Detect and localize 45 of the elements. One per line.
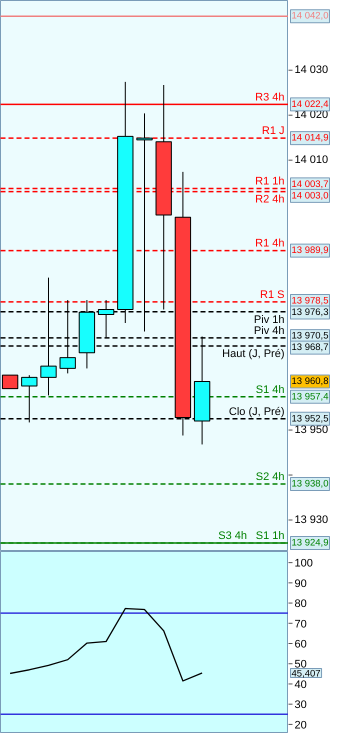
y2-tick-label: 14 003,7 xyxy=(292,178,328,190)
ref-line-label: S1 4h xyxy=(256,384,285,396)
y2-tick-label: 13 978,5 xyxy=(292,296,328,307)
y2-tick-label: 13 938,0 xyxy=(292,478,328,490)
y-tick-label: 100 xyxy=(294,558,313,570)
y-tick-label: 40 xyxy=(294,678,307,691)
y2-tick-label: 14 014,9 xyxy=(292,132,328,144)
y2-tick-label: 13 989,9 xyxy=(292,245,328,256)
ref-line-label: S1 1h xyxy=(256,530,285,542)
y-tick-label: 14 030 xyxy=(294,64,328,76)
y2-tick-label: 13 970,5 xyxy=(292,330,328,342)
ref-line-label: Haut (J, Pré) xyxy=(222,348,285,360)
y2-tick-label: 14 003,0 xyxy=(292,190,328,202)
ref-line-label: Clo (J, Pré) xyxy=(228,406,285,418)
ref-line-label: Piv 1h xyxy=(254,314,285,326)
text: 45,407 xyxy=(292,668,321,680)
ref-line-label: R1 1h xyxy=(255,176,285,188)
ref-line-label: S3 4h xyxy=(218,530,248,542)
y-tick-label: 90 xyxy=(294,578,307,590)
y-tick-label: 13 950 xyxy=(294,424,328,436)
line-series xyxy=(9,608,203,682)
ref-line-label: R1 J xyxy=(262,125,285,138)
y2-tick-label: 13 976,3 xyxy=(292,307,328,318)
y2-tick-label: 14 042,0 xyxy=(292,10,328,22)
y2-tick-label: 13 924,9 xyxy=(292,537,328,548)
ref-line-label: R2 4h xyxy=(255,194,285,206)
y-tick-label: 80 xyxy=(294,598,307,610)
y2-tick-label: 14 022,4 xyxy=(292,98,328,110)
ref-line-label: R1 S xyxy=(260,288,285,301)
y-tick-label: 13 930 xyxy=(294,514,328,526)
y2-tick-label: 13 957,4 xyxy=(292,391,328,402)
ref-line-label: S2 4h xyxy=(256,471,285,484)
y2-tick-label: 13 960,8 xyxy=(292,376,328,387)
y-tick-label: 50 xyxy=(294,658,307,671)
candlestick xyxy=(2,374,18,390)
ref-line-label: Piv 4h xyxy=(254,324,285,337)
y-tick-label: 30 xyxy=(294,699,307,712)
y-tick-label: 20 xyxy=(294,719,307,732)
y-tick-label: 70 xyxy=(294,618,307,630)
y2-tick-label: 13 952,5 xyxy=(292,413,328,424)
y-tick-label: 60 xyxy=(294,638,307,651)
y-tick-label: 14 010 xyxy=(294,154,328,166)
ref-line-label: R3 4h xyxy=(255,91,285,104)
ref-line-label: R1 4h xyxy=(255,238,285,250)
y2-tick-label: 13 968,7 xyxy=(292,342,328,354)
